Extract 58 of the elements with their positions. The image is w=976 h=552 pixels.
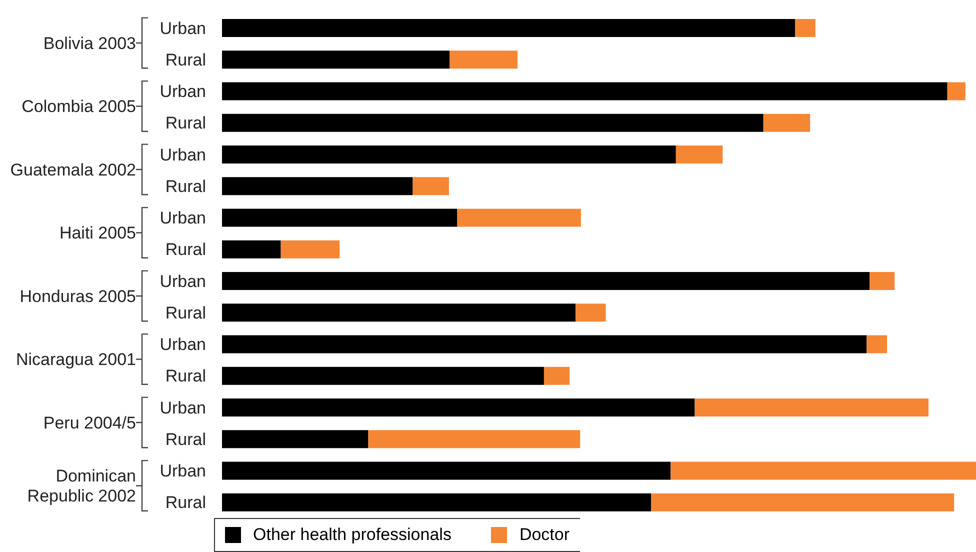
bar [412, 177, 449, 196]
y-tick-label: Urban [160, 398, 206, 418]
text: Nicaragua 2001 [16, 350, 136, 370]
bar [222, 335, 867, 354]
text: Bolivia 2003 [43, 34, 136, 53]
y-tick-label: Urban [160, 145, 206, 164]
bar [763, 114, 810, 132]
y-tick-label: Urban [160, 462, 206, 481]
bar [544, 366, 570, 385]
text: Honduras 2005 [20, 286, 136, 306]
bar [222, 272, 870, 290]
text: Haiti 2005 [59, 224, 136, 243]
y-tick-label: Rural [165, 114, 206, 133]
y-tick-label: Rural [165, 366, 206, 386]
legend-label: Other health professionals [252, 525, 452, 545]
bar [670, 462, 976, 480]
bar [694, 398, 928, 416]
bar [222, 304, 576, 322]
y-tick-label: Rural [165, 430, 206, 449]
bar [222, 430, 368, 448]
bar [576, 304, 606, 322]
bar [280, 240, 340, 258]
bar [222, 208, 458, 227]
y-tick-label: Rural [165, 240, 206, 260]
y-tick-label: Urban [160, 18, 206, 38]
bar [866, 335, 888, 354]
bar [222, 493, 652, 512]
y-tick-label: Rural [165, 176, 206, 196]
legend-label: Doctor [518, 525, 570, 545]
bar [222, 398, 695, 416]
bar [222, 50, 450, 69]
text: Colombia 2005 [22, 97, 136, 116]
y-tick-label: Urban [160, 335, 206, 354]
bar [795, 18, 816, 37]
bar [222, 82, 948, 100]
text: Peru 2004/5 [43, 413, 136, 432]
bar [222, 18, 796, 37]
bar [222, 366, 544, 385]
bar [870, 272, 895, 290]
y-tick-label: Urban [160, 82, 206, 102]
bar [450, 50, 518, 69]
bar [222, 114, 764, 132]
y-tick-label: Rural [165, 493, 206, 512]
bar [222, 462, 671, 480]
y-tick-label: Rural [165, 303, 206, 322]
text: Dominican Republic 2002 [27, 466, 136, 506]
text: Guatemala 2002 [10, 160, 136, 180]
bar [457, 208, 581, 227]
bar [651, 493, 954, 512]
bar [676, 145, 723, 164]
bar [947, 82, 966, 100]
bar [222, 177, 413, 196]
y-tick-label: Urban [160, 272, 206, 291]
y-tick-label: Rural [165, 50, 206, 70]
bar [368, 430, 580, 448]
y-tick-label: Urban [160, 208, 206, 228]
bar [222, 145, 676, 164]
bar [222, 240, 281, 258]
